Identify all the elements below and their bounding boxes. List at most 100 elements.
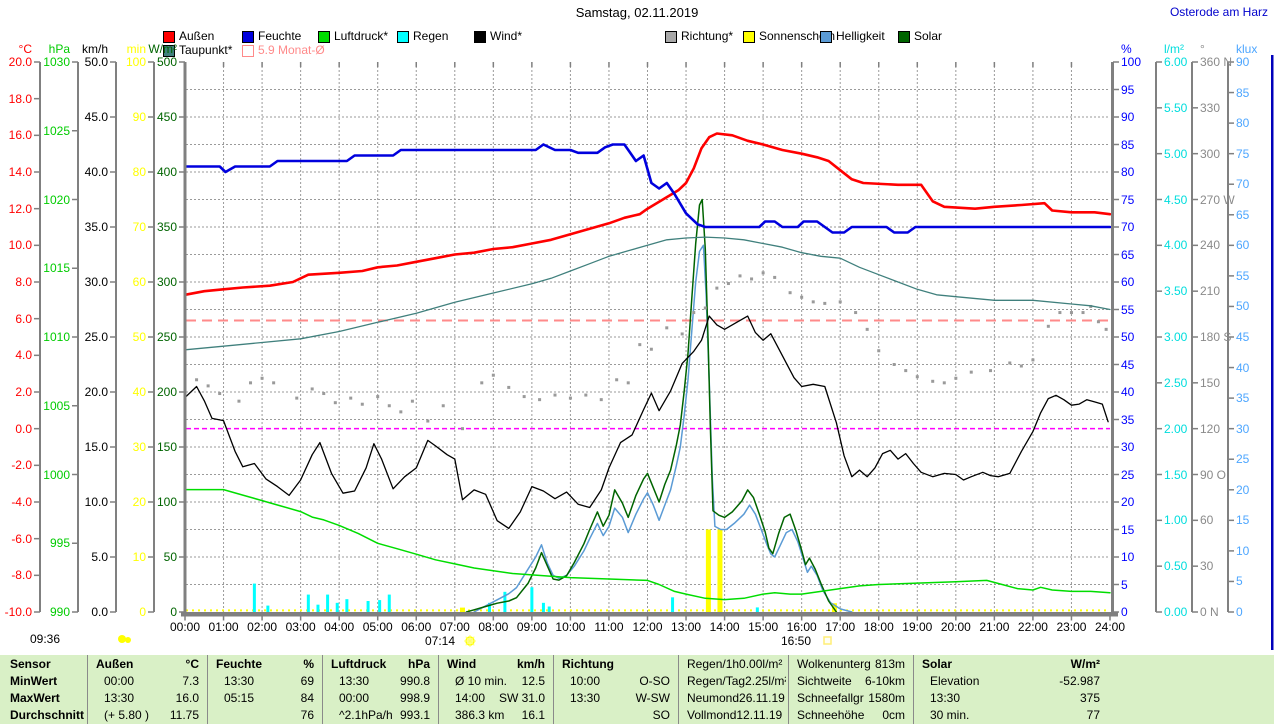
sunset-icon bbox=[823, 636, 832, 645]
axis-tick-label: 3.00 bbox=[1164, 330, 1188, 344]
axis-tick-label: 0.0 bbox=[15, 421, 32, 436]
axis-unit-label: klux bbox=[1236, 42, 1258, 56]
x-axis-label: 09:00 bbox=[516, 620, 547, 634]
axis-tick-label: 250 bbox=[156, 330, 177, 344]
table-row: 13:30 69 bbox=[208, 672, 320, 689]
axis-tick-label: 18.0 bbox=[8, 91, 32, 106]
richtung-dot bbox=[1031, 358, 1035, 362]
table-header-cell: Wind bbox=[447, 656, 477, 671]
axis-tick-label: 500 bbox=[156, 55, 177, 69]
axis-tick-label: 50.0 bbox=[84, 55, 108, 69]
table-column-Solar: Solar W/m² Elevation -52.987 13:30 375 30 min.… bbox=[914, 655, 1106, 724]
legend-swatch-10 bbox=[163, 45, 175, 57]
table-row: 76 bbox=[208, 706, 320, 723]
axis-tick-label: 10 bbox=[132, 550, 146, 564]
table-row: 14:00 SW 31.0 bbox=[439, 689, 551, 706]
richtung-dot bbox=[584, 393, 588, 397]
table-column-divider bbox=[322, 655, 323, 724]
table-cell: 11.75 bbox=[169, 707, 199, 722]
table-row-labels: Sensor MinWert MaxWert Durchschnitt bbox=[2, 655, 86, 724]
page-title: Samstag, 02.11.2019 bbox=[575, 5, 699, 20]
table-cell: 375 bbox=[1079, 690, 1100, 705]
richtung-dot bbox=[877, 349, 881, 353]
x-axis-label: 02:00 bbox=[247, 620, 278, 634]
richtung-dot bbox=[310, 387, 314, 391]
richtung-dot bbox=[715, 286, 719, 290]
axis-tick-label: 80 bbox=[132, 165, 146, 179]
table-row: 13:30 W-SW bbox=[554, 689, 676, 706]
richtung-dot bbox=[568, 396, 572, 400]
axis-tick-label: 150 bbox=[156, 440, 177, 454]
table-row: 13:30 16.0 bbox=[88, 689, 205, 706]
table-cell: 05:15 bbox=[224, 690, 255, 705]
axis-tick-label: 2.00 bbox=[1164, 421, 1188, 436]
sunrise-sun-ray bbox=[465, 636, 475, 646]
richtung-dot bbox=[1096, 320, 1100, 324]
richtung-dot bbox=[376, 395, 380, 399]
axis-tick-label: 50 bbox=[1121, 330, 1135, 344]
axis-tick-label: 30 bbox=[132, 440, 146, 454]
x-axis-label: 17:00 bbox=[825, 620, 856, 634]
table-cell: 990.8 bbox=[399, 673, 430, 688]
feuchte-line bbox=[183, 143, 1112, 234]
table-column-divider bbox=[87, 655, 88, 724]
axis-tick-label: 10 bbox=[1121, 550, 1135, 564]
axis-tick-label: 30 bbox=[1236, 421, 1250, 436]
table-row-label: MinWert bbox=[2, 672, 86, 689]
regen-bar bbox=[547, 606, 551, 612]
axis-tick-label: 6.00 bbox=[1164, 55, 1188, 69]
axis-tick-label: 1030 bbox=[43, 55, 70, 69]
richtung-dot bbox=[218, 392, 222, 396]
axis-tick-label: 1015 bbox=[43, 261, 70, 276]
table-header-cell: Außen bbox=[96, 656, 134, 671]
axis-tick-label: 14.0 bbox=[8, 165, 32, 179]
axis-tick-label: 15.0 bbox=[84, 440, 108, 454]
legend-label: Solar bbox=[914, 29, 943, 43]
table-row: Regen/1h 0.00l/m² bbox=[679, 655, 786, 672]
axis-tick-label: 150 bbox=[1200, 375, 1221, 390]
table-cell: 84 bbox=[300, 690, 314, 705]
regen-bar bbox=[316, 604, 320, 612]
table-cell: O-SO bbox=[639, 673, 670, 688]
richtung-dot bbox=[1104, 327, 1108, 331]
axis-tick-label: 20 bbox=[1236, 482, 1250, 497]
richtung-dot bbox=[1046, 324, 1050, 328]
axis-tick-label: 20.0 bbox=[84, 385, 108, 399]
daylight-duration-label: 09:36 bbox=[30, 632, 61, 646]
table-row: (+ 5.80 ) 11.75 bbox=[88, 706, 205, 723]
table-header-cell: Solar bbox=[922, 656, 953, 671]
axis-tick-label: 80 bbox=[1236, 116, 1250, 131]
richtung-dot bbox=[322, 392, 326, 396]
axis-tick-label: 10.0 bbox=[84, 495, 108, 509]
regen-bar bbox=[755, 607, 759, 612]
legend-label: Regen bbox=[413, 29, 449, 43]
luftdruck-line bbox=[184, 488, 1111, 601]
richtung-dot bbox=[272, 381, 276, 385]
axis-tick-label: 15 bbox=[1236, 513, 1250, 528]
richtung-dot bbox=[954, 376, 958, 380]
table-row: 10:00 O-SO bbox=[554, 672, 676, 689]
regen-bar bbox=[326, 594, 330, 612]
axis-tick-label: 5.50 bbox=[1164, 100, 1188, 115]
axis-tick-label: 20.0 bbox=[8, 55, 32, 69]
axis-tick-label: 2.50 bbox=[1164, 375, 1188, 390]
axis-tick-label: -2.0 bbox=[11, 458, 32, 473]
table-row: 386.3 km 16.1 bbox=[439, 706, 551, 723]
regen-bar bbox=[387, 594, 391, 612]
axis-tick-label: 45.0 bbox=[84, 110, 108, 124]
axis-tick-label: 95 bbox=[1121, 82, 1135, 97]
axis-tick-label: 300 bbox=[156, 275, 177, 289]
table-cell: 00:00 bbox=[104, 673, 135, 688]
richtung-dot bbox=[1058, 311, 1062, 315]
richtung-dot bbox=[349, 396, 353, 400]
axis-tick-label: 4.50 bbox=[1164, 192, 1188, 207]
x-axis-label: 06:00 bbox=[401, 620, 432, 634]
axis-tick-label: 35 bbox=[1121, 412, 1135, 427]
richtung-dot bbox=[626, 381, 630, 385]
richtung-dot bbox=[823, 301, 827, 305]
axis-tick-label: 65 bbox=[1236, 207, 1250, 222]
axis-tick-label: 30 bbox=[1200, 559, 1214, 574]
axis-tick-label: 5.00 bbox=[1164, 146, 1188, 161]
regen-bar bbox=[541, 602, 545, 612]
x-axis-label: 21:00 bbox=[979, 620, 1010, 634]
